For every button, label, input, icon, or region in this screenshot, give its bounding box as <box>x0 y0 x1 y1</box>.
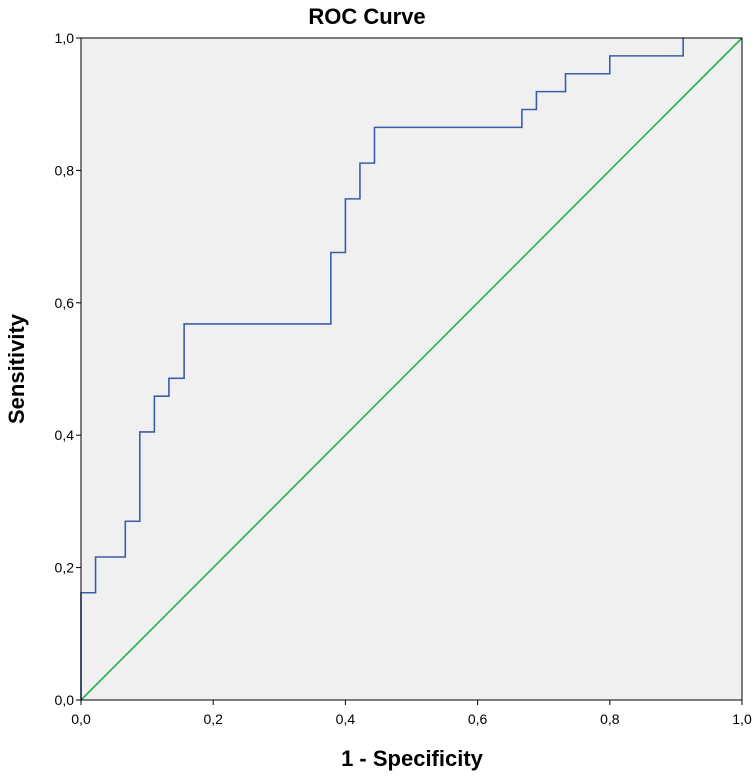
y-tick-label: 0,2 <box>55 560 75 576</box>
y-tick-label: 0,0 <box>55 692 75 708</box>
x-tick-label: 0,4 <box>336 711 356 727</box>
y-axis-label: Sensitivity <box>4 313 29 424</box>
y-tick-label: 1,0 <box>55 30 75 46</box>
x-tick-label: 0,2 <box>203 711 223 727</box>
y-tick-label: 0,6 <box>55 295 75 311</box>
y-tick-label: 0,4 <box>55 427 75 443</box>
x-tick-label: 1,0 <box>732 711 752 727</box>
reference-diagonal-line <box>80 37 743 701</box>
roc-curve-line <box>80 38 684 700</box>
series-layer <box>80 37 743 701</box>
x-axis-label: 1 - Specificity <box>341 746 484 771</box>
x-tick-label: 0,8 <box>600 711 620 727</box>
plot-frame <box>80 37 743 701</box>
x-tick-label: 0,6 <box>468 711 488 727</box>
y-tick-label: 0,8 <box>55 162 75 178</box>
y-axis-ticks: 0,0 0,2 0,4 0,6 0,8 1,0 <box>55 30 81 708</box>
x-axis-ticks: 0,0 0,2 0,4 0,6 0,8 1,0 <box>71 700 752 727</box>
chart-title: ROC Curve <box>308 4 425 29</box>
x-tick-label: 0,0 <box>71 711 91 727</box>
